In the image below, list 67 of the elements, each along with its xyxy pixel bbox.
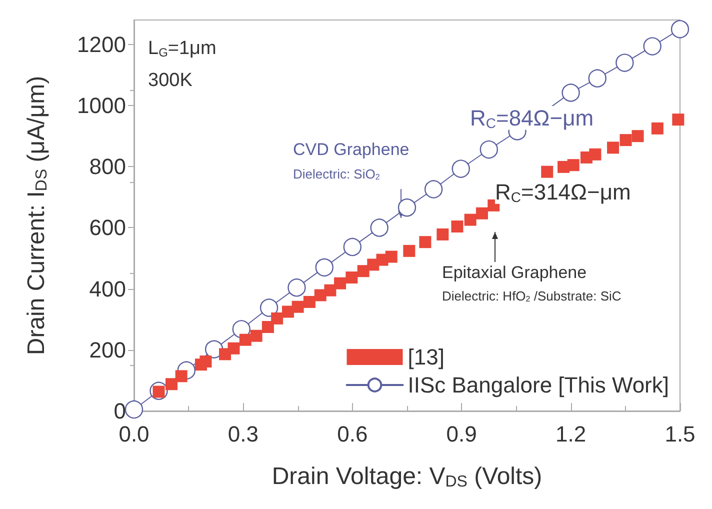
point [343, 238, 362, 256]
point [607, 142, 620, 154]
annotation: RC=314Ω−μm [495, 179, 631, 205]
point [262, 320, 274, 333]
x-tick-label: 0.3 [228, 422, 258, 446]
point [452, 160, 470, 178]
point [424, 180, 443, 198]
point [588, 69, 606, 88]
point [632, 130, 644, 142]
x-axis-title: Drain Voltage: VDS (Volts) [272, 462, 542, 490]
x-tick-label: 1.2 [556, 422, 586, 446]
x-tick-label: 0.0 [118, 422, 150, 446]
point [419, 236, 432, 248]
legend-label: [13] [408, 344, 444, 370]
point [451, 220, 464, 232]
point [436, 228, 449, 240]
point [385, 250, 398, 263]
annotation: Dielectric: SiO2 [293, 166, 380, 182]
point [541, 166, 554, 178]
point [250, 330, 262, 342]
annotation: RC=84Ω−μm [470, 105, 594, 131]
y-tick-label: 0 [114, 398, 126, 424]
annotation: CVD Graphene [293, 140, 410, 159]
point [228, 342, 240, 354]
point [292, 300, 304, 313]
point [562, 84, 580, 102]
point [589, 148, 602, 160]
point [480, 140, 498, 159]
point [334, 277, 346, 290]
point [346, 272, 358, 284]
x-tick-label: 0.9 [446, 422, 477, 446]
point [271, 312, 284, 324]
annotation: Dielectric: HfO2 /Substrate: SiC [442, 288, 622, 304]
point [398, 198, 416, 217]
point [620, 134, 632, 146]
point [643, 37, 662, 56]
y-tick-label: 1200 [77, 32, 126, 57]
point [303, 296, 316, 308]
y-tick-label: 800 [89, 154, 126, 180]
y-axis-title: Drain Current: IDS (μA/μm) [23, 76, 50, 356]
point [200, 356, 212, 368]
point [124, 400, 144, 419]
x-tick-label: 0.6 [337, 422, 368, 446]
y-tick-label: 400 [89, 276, 126, 302]
x-tick-label: 1.5 [664, 422, 696, 446]
point [672, 114, 684, 126]
annotation: Epitaxial Graphene [442, 263, 587, 282]
point [616, 54, 634, 72]
point [670, 20, 690, 38]
y-tick-label: 600 [89, 215, 126, 240]
annotation: 300K [148, 70, 193, 91]
point [315, 258, 334, 277]
y-tick-label: 1000 [77, 93, 126, 118]
legend-label: IISc Bangalore [This Work] [408, 372, 669, 398]
point [464, 214, 476, 226]
point [165, 378, 178, 390]
point [476, 207, 488, 220]
y-tick-label: 200 [89, 337, 126, 362]
point [288, 278, 306, 297]
point [651, 122, 664, 134]
point [260, 298, 278, 317]
point [403, 244, 416, 257]
point [357, 265, 370, 278]
point [567, 159, 580, 172]
point [324, 284, 336, 296]
point [370, 218, 388, 237]
point [239, 334, 252, 346]
